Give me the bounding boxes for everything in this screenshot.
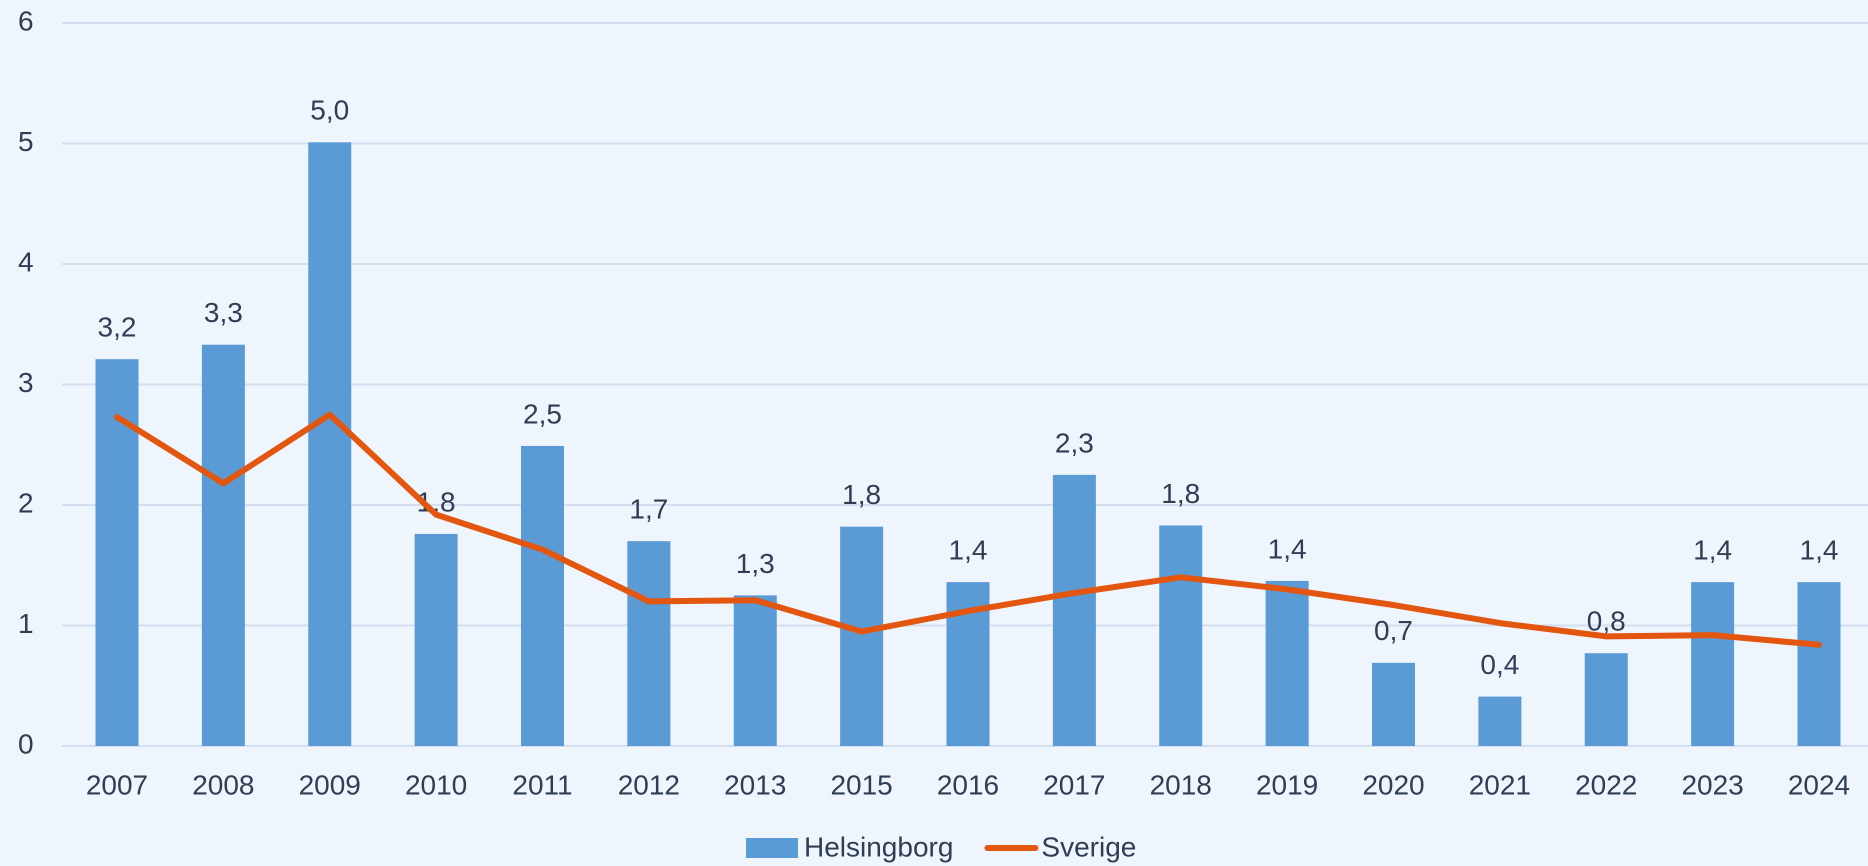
data-label: 1,8: [1161, 478, 1200, 509]
data-label: 3,3: [204, 297, 243, 328]
bar: [1584, 653, 1628, 746]
data-label: 1,4: [1693, 535, 1732, 566]
x-tick-label: 2024: [1788, 769, 1850, 800]
x-tick-label: 2010: [405, 769, 467, 800]
y-tick-label: 6: [18, 5, 34, 36]
y-tick-label: 2: [18, 487, 34, 518]
x-tick-label: 2020: [1362, 769, 1424, 800]
x-tick-label: 2022: [1575, 769, 1637, 800]
x-tick-label: 2012: [618, 769, 680, 800]
bar: [1159, 525, 1203, 746]
x-tick-label: 2019: [1256, 769, 1318, 800]
x-tick-label: 2009: [299, 769, 361, 800]
data-label: 1,3: [736, 548, 775, 579]
bar: [414, 533, 458, 746]
bar: [1372, 662, 1415, 746]
x-tick-label: 2013: [724, 769, 786, 800]
data-label: 1,7: [629, 494, 668, 525]
legend-swatch: [746, 838, 798, 858]
data-label: 1,4: [1800, 535, 1839, 566]
legend-label: Sverige: [1041, 831, 1136, 862]
x-tick-label: 2007: [86, 769, 148, 800]
data-label: 1,4: [1268, 533, 1307, 564]
x-tick-label: 2018: [1150, 769, 1212, 800]
bar: [627, 541, 671, 746]
y-tick-label: 4: [18, 246, 34, 277]
x-tick-label: 2016: [937, 769, 999, 800]
bar: [1052, 474, 1096, 746]
data-label: 2,3: [1055, 427, 1094, 458]
x-tick-label: 2021: [1469, 769, 1531, 800]
data-label: 0,4: [1480, 649, 1519, 680]
bar: [1797, 582, 1841, 746]
x-tick-label: 2023: [1681, 769, 1743, 800]
data-label: 0,8: [1587, 606, 1626, 637]
y-tick-label: 3: [18, 367, 34, 398]
y-tick-label: 5: [18, 126, 34, 157]
data-label: 0,7: [1374, 615, 1413, 646]
bar: [201, 344, 245, 746]
bar: [1478, 696, 1522, 746]
data-label: 2,5: [523, 398, 562, 429]
x-tick-label: 2008: [192, 769, 254, 800]
line: [114, 411, 1822, 648]
legend-label: Helsingborg: [804, 831, 953, 862]
x-tick-label: 2011: [512, 769, 572, 800]
y-tick-label: 1: [18, 608, 34, 639]
bar: [733, 595, 777, 746]
data-label: 1,8: [842, 479, 881, 510]
bar: [308, 142, 352, 747]
data-label: 5,0: [310, 95, 349, 126]
y-tick-label: 0: [18, 728, 34, 759]
bar: [840, 526, 884, 746]
bar: [1691, 582, 1735, 746]
bar: [1265, 580, 1309, 746]
data-label: 1,4: [949, 535, 988, 566]
bar: [521, 445, 564, 746]
x-tick-label: 2017: [1043, 769, 1105, 800]
data-label: 3,2: [98, 312, 137, 343]
x-tick-label: 2015: [830, 769, 892, 800]
